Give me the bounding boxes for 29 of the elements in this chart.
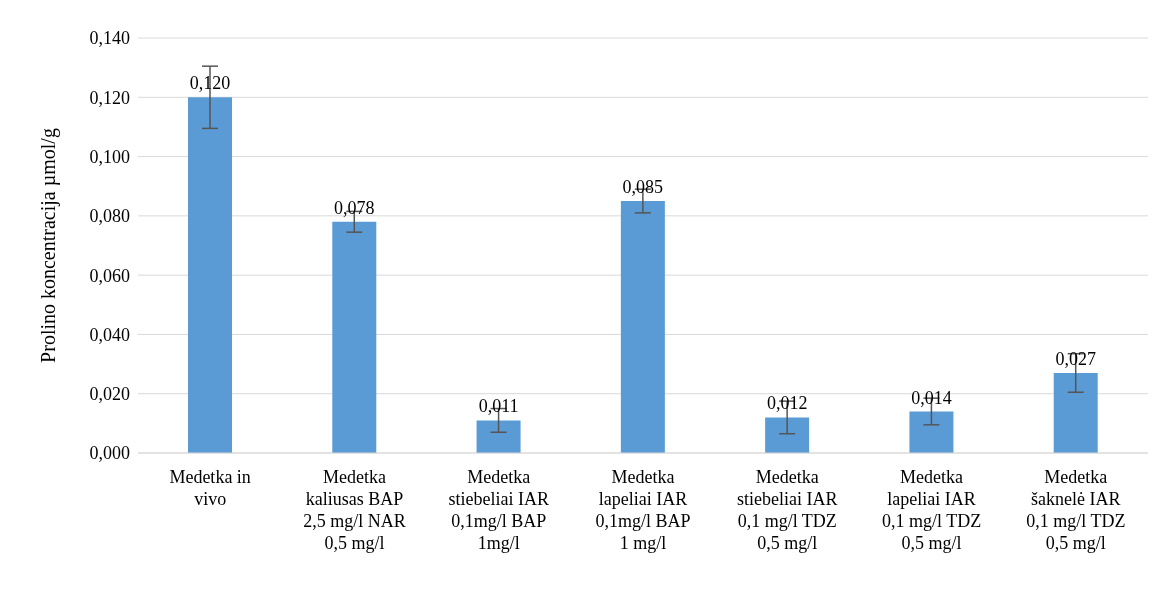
data-label: 0,085 <box>622 177 664 198</box>
x-tick-label: Medetka stiebeliai IAR 0,1 mg/l TDZ 0,5 mg/l <box>737 467 838 553</box>
x-tick-label: Medetka lapeliai IAR 0,1 mg/l TDZ 0,5 mg/l <box>881 467 982 553</box>
y-tick-label: 0,080 <box>89 206 130 227</box>
y-tick-label: 0,120 <box>89 87 130 108</box>
data-label: 0,012 <box>766 393 808 414</box>
data-label: 0,011 <box>478 396 519 417</box>
x-tick-label: Medetka stiebeliai IAR 0,1mg/l BAP 1mg/l <box>448 467 549 553</box>
bar <box>188 97 232 453</box>
x-tick-label: Medetka kaliusas BAP 2,5 mg/l NAR 0,5 mg/l <box>303 467 406 553</box>
y-tick-label: 0,140 <box>89 28 130 49</box>
y-tick-label: 0,000 <box>89 443 130 464</box>
data-label: 0,120 <box>189 73 231 94</box>
data-label: 0,014 <box>911 387 952 408</box>
y-tick-label: 0,060 <box>89 265 130 286</box>
y-axis-title: Prolino koncentracija µmol/g <box>37 128 61 363</box>
bar <box>765 417 810 453</box>
x-tick-label: Medetka lapeliai IAR 0,1mg/l BAP 1 mg/l <box>595 467 691 553</box>
bar <box>1053 372 1098 453</box>
y-tick-label: 0,020 <box>89 384 130 405</box>
x-tick-label: Medetka šaknelė IAR 0,1 mg/l TDZ 0,5 mg/l <box>1026 467 1126 553</box>
bar <box>620 201 665 453</box>
data-label: 0,078 <box>334 197 375 218</box>
y-tick-label: 0,100 <box>89 146 130 167</box>
bar <box>909 411 954 453</box>
bar <box>332 221 377 453</box>
bar <box>476 420 521 453</box>
x-tick-label: Medetka in vivo <box>169 467 251 509</box>
y-tick-label: 0,040 <box>89 324 130 345</box>
